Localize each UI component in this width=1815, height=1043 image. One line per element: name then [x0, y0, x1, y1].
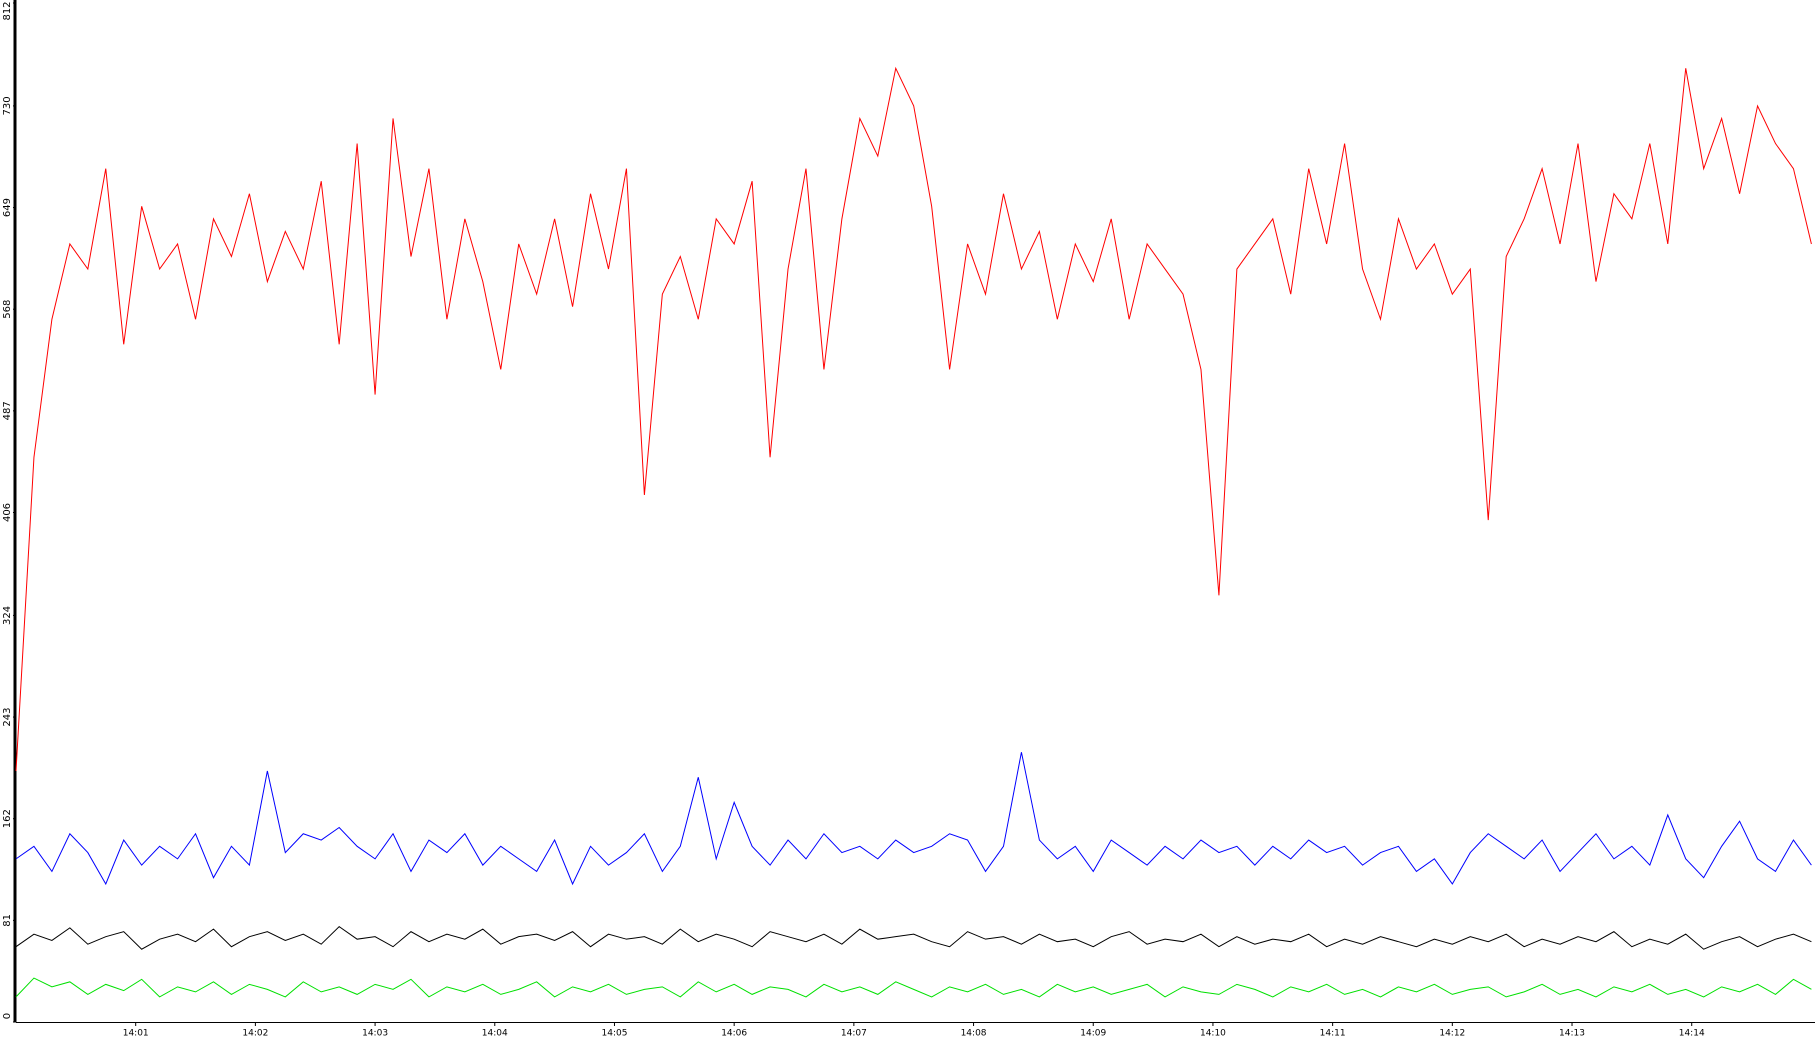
- x-tick-label: 14:11: [1320, 1029, 1346, 1039]
- y-tick-label: 406: [2, 503, 13, 522]
- x-tick-label: 14:09: [1080, 1029, 1106, 1039]
- x-tick-label: 14:04: [482, 1029, 508, 1039]
- y-tick-label: 649: [2, 198, 13, 217]
- series-line: [15, 66, 1812, 772]
- x-tick-label: 14:01: [123, 1029, 149, 1039]
- x-tick-label: 14:08: [961, 1029, 987, 1039]
- y-tick-label: 487: [2, 401, 13, 420]
- y-tick-label: 324: [2, 606, 13, 625]
- y-tick-label: 0: [2, 1013, 13, 1019]
- y-tick-label: 812: [2, 1, 13, 20]
- y-tick-label: 162: [2, 809, 13, 828]
- x-tick-label: 14:13: [1559, 1029, 1585, 1039]
- series-line: [15, 925, 1812, 950]
- y-tick-label: 243: [2, 708, 13, 727]
- y-tick-label: 81: [2, 914, 13, 927]
- x-tick-label: 14:10: [1200, 1029, 1226, 1039]
- x-tick-label: 14:12: [1439, 1029, 1465, 1039]
- x-tick-label: 14:02: [242, 1029, 268, 1039]
- y-tick-label: 730: [2, 96, 13, 115]
- x-tick-label: 14:05: [602, 1029, 628, 1039]
- x-tick-label: 14:14: [1679, 1029, 1705, 1039]
- x-tick-label: 14:06: [721, 1029, 747, 1039]
- y-tick-label: 568: [2, 300, 13, 319]
- series-line: [15, 752, 1812, 886]
- x-tick-label: 14:07: [841, 1029, 867, 1039]
- x-tick-label: 14:03: [362, 1029, 388, 1039]
- series-line: [15, 977, 1812, 998]
